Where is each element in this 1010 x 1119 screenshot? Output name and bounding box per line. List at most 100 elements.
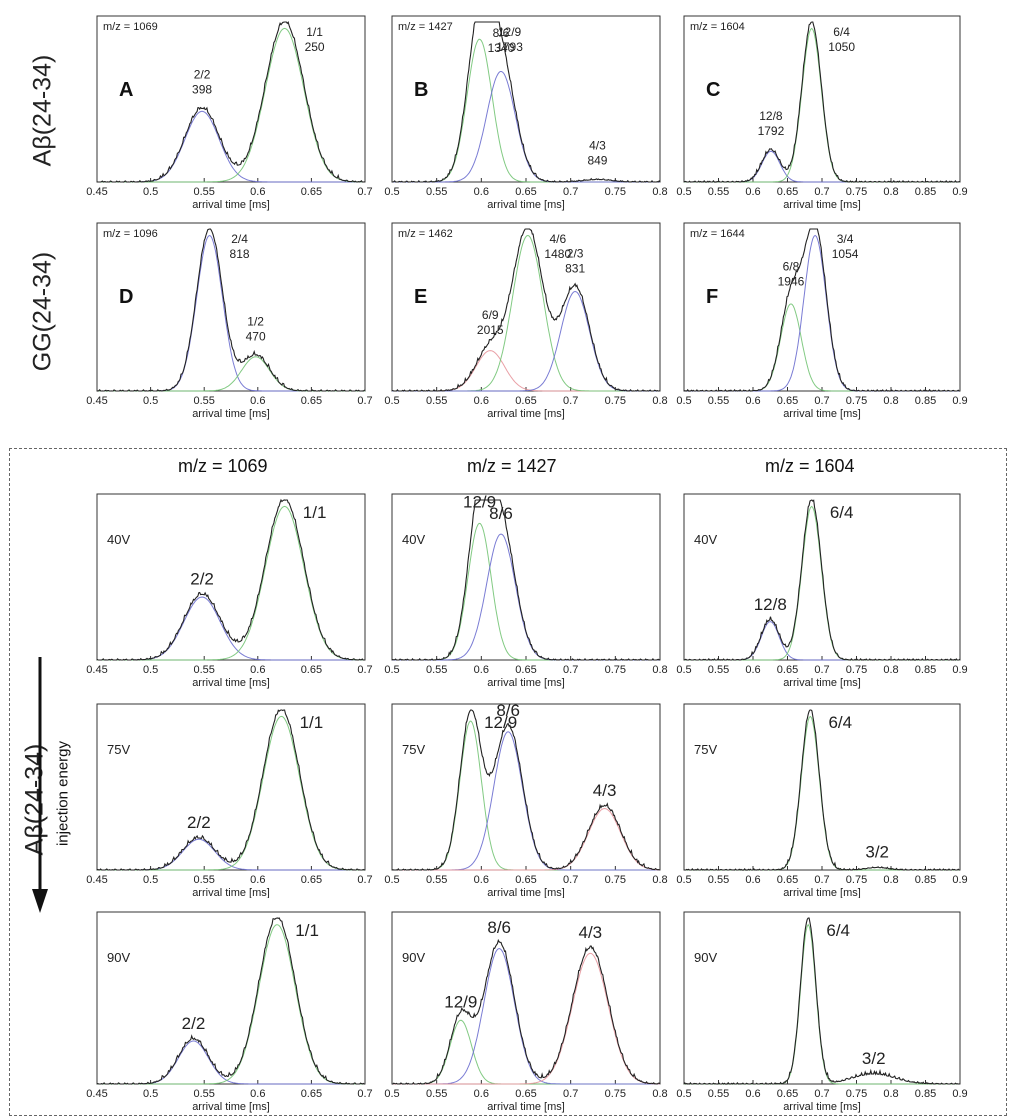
chart-panel-c: 0.5 0.55 0.6 0.65 0.7 0.75 0.8 0.85 0.9 arrival t… [676, 15, 968, 211]
chart-panel-40v-1069: 0.45 0.5 0.55 0.6 0.65 0.7 arrival time [ms] 2/… [86, 493, 373, 689]
peak-label: 2/2 [182, 1014, 206, 1033]
plot-frame [683, 703, 961, 871]
peak-label: 6/4 [826, 921, 850, 940]
peak-label: 2/4 [231, 232, 248, 246]
x-tick-label: 0.7 [563, 186, 578, 198]
mz-label: m/z = 1604 [690, 21, 745, 33]
data-trace [391, 228, 661, 392]
peak-label: 6/4 [828, 713, 852, 732]
x-tick-label: 0.55 [708, 395, 729, 407]
peak-cross-section: 250 [305, 40, 325, 54]
x-axis-label: arrival time [ms] [783, 408, 861, 420]
x-tick-label: 0.65 [301, 664, 322, 676]
data-trace [683, 228, 960, 392]
x-tick-label: 0.65 [777, 1088, 798, 1100]
x-tick-label: 0.8 [883, 1088, 898, 1100]
voltage-label: 40V [694, 532, 717, 547]
x-axis-label: arrival time [ms] [487, 1101, 565, 1113]
peak-label: 6/9 [482, 308, 499, 322]
plot-frame [96, 222, 366, 392]
x-tick-label: 0.6 [745, 395, 760, 407]
voltage-label: 90V [402, 950, 425, 965]
x-tick-label: 0.55 [193, 664, 214, 676]
peak-label: 6/8 [783, 259, 800, 273]
peak-label: 12/9 [463, 493, 496, 512]
peak-label: 3/4 [837, 232, 854, 246]
x-tick-label: 0.9 [952, 395, 967, 407]
data-trace [683, 21, 961, 183]
plot-frame [391, 703, 661, 871]
mz-label: m/z = 1427 [398, 21, 453, 33]
x-tick-label: 0.8 [883, 395, 898, 407]
plot-frame [96, 703, 366, 871]
x-tick-label: 0.5 [384, 186, 399, 198]
peak-label: 3/2 [865, 843, 889, 862]
row-label-abeta: Aβ(24-34) [28, 54, 57, 167]
x-tick-label: 0.65 [515, 186, 536, 198]
side-label-injection-energy: injection energy [54, 740, 72, 847]
x-tick-label: 0.65 [777, 186, 798, 198]
x-tick-label: 0.65 [301, 395, 322, 407]
peak-cross-section: 849 [587, 154, 607, 168]
x-tick-label: 0.55 [426, 874, 447, 886]
peak-cross-section: 1050 [828, 40, 855, 54]
x-tick-label: 0.75 [605, 664, 626, 676]
x-axis-label: arrival time [ms] [783, 1101, 861, 1113]
x-axis-label: arrival time [ms] [192, 199, 270, 211]
plot-frame [391, 222, 661, 392]
plot-frame [96, 15, 366, 183]
x-axis-label: arrival time [ms] [783, 887, 861, 898]
peak-cross-section: 1480 [544, 247, 571, 261]
x-tick-label: 0.9 [952, 1088, 967, 1100]
x-tick-label: 0.85 [915, 395, 936, 407]
x-tick-label: 0.7 [814, 186, 829, 198]
x-tick-label: 0.65 [777, 395, 798, 407]
peak-label: 1/2 [247, 314, 264, 328]
row-label-gg: GG(24-34) [28, 251, 57, 372]
chart-panel-b: 0.5 0.55 0.6 0.65 0.7 0.75 0.8 arrival time [ms… [384, 15, 668, 211]
panel-letter: F [706, 286, 718, 308]
chart-panel-75v-1069: 0.45 0.5 0.55 0.6 0.65 0.7 arrival time [ms] 2/… [86, 703, 373, 898]
peak-label: 12/9 [444, 993, 477, 1012]
x-tick-label: 0.65 [301, 1088, 322, 1100]
peak-label: 1/1 [306, 25, 323, 39]
chart-panel-90v-1069: 0.45 0.5 0.55 0.6 0.65 0.7 arrival time [ms] 2/… [86, 911, 373, 1113]
x-tick-label: 0.8 [652, 1088, 667, 1100]
peak-label: 4/6 [549, 232, 566, 246]
column-header-1604: m/z = 1604 [765, 456, 855, 476]
fit-curve-red [392, 952, 660, 1085]
x-tick-label: 0.75 [846, 874, 867, 886]
x-tick-label: 0.7 [814, 1088, 829, 1100]
x-axis-label: arrival time [ms] [487, 677, 565, 689]
data-trace [684, 709, 960, 871]
x-tick-label: 0.6 [474, 186, 489, 198]
peak-cross-section: 1946 [778, 274, 805, 288]
injection-energy-section [9, 448, 1007, 1116]
x-tick-label: 0.5 [676, 874, 691, 886]
x-tick-label: 0.5 [676, 1088, 691, 1100]
peak-label: 1/1 [300, 713, 324, 732]
x-tick-label: 0.8 [883, 186, 898, 198]
x-tick-label: 0.65 [301, 186, 322, 198]
panel-letter: C [706, 79, 720, 101]
x-tick-label: 0.65 [777, 664, 798, 676]
x-axis-label: arrival time [ms] [487, 408, 565, 420]
x-tick-label: 0.7 [563, 664, 578, 676]
peak-cross-section: 1793 [496, 40, 523, 54]
voltage-label: 40V [107, 532, 130, 547]
plot-frame [96, 911, 366, 1085]
x-tick-label: 0.7 [357, 186, 372, 198]
x-tick-label: 0.65 [301, 874, 322, 886]
panel-letter: B [414, 79, 428, 101]
x-tick-label: 0.8 [652, 664, 667, 676]
x-tick-label: 0.7 [563, 1088, 578, 1100]
x-tick-label: 0.55 [426, 1088, 447, 1100]
data-trace [96, 917, 365, 1085]
peak-label: 1/1 [295, 921, 319, 940]
x-tick-label: 0.45 [86, 874, 107, 886]
peak-label: 4/3 [578, 923, 602, 942]
x-tick-label: 0.75 [605, 1088, 626, 1100]
plot-frame [391, 15, 661, 183]
voltage-label: 90V [107, 950, 130, 965]
peak-label: 2/2 [187, 813, 211, 832]
